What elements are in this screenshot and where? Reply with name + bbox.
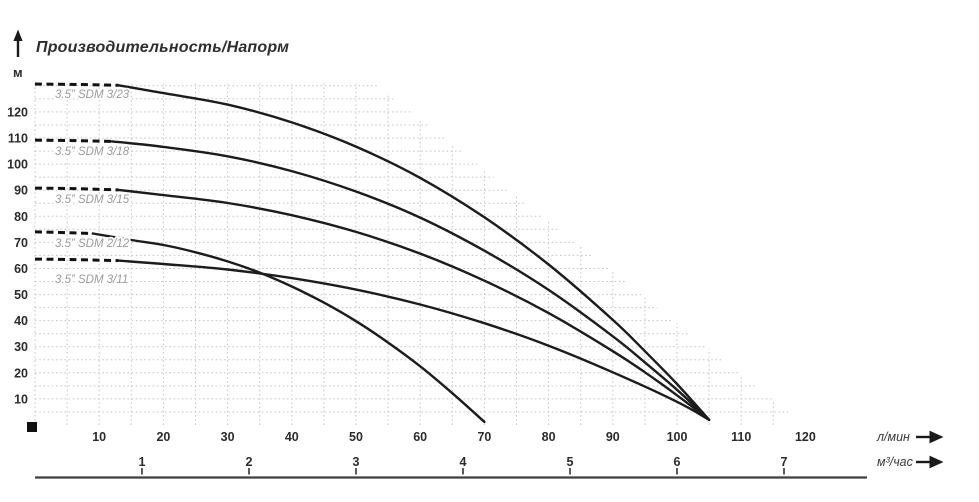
x-axis-m3h-arrow — [916, 455, 944, 469]
x-axis-lmin-ticks: 10 20 30 40 50 60 70 80 90 100 110 120 — [92, 430, 816, 444]
x-tick-label: 60 — [413, 430, 427, 444]
curve-label: 3.5” SDM 3/23 — [55, 89, 130, 101]
x2-tick-label: 1 — [139, 455, 146, 469]
x-tick-label: 30 — [221, 430, 235, 444]
y-tick-label: 90 — [14, 184, 28, 198]
y-tick-label: 100 — [7, 158, 28, 172]
x-tick-label: 70 — [477, 430, 491, 444]
x2-tick-label: 7 — [781, 455, 788, 469]
x-tick-label: 20 — [156, 430, 170, 444]
y-axis-ticks: 10 20 30 40 50 60 70 80 90 100 110 120 — [7, 105, 28, 406]
x-axis-lmin-label: л/мин — [876, 430, 910, 444]
curve-label: 3.5” SDM 3/11 — [55, 274, 128, 286]
x2-tick-label: 5 — [567, 455, 574, 469]
x2-tick-label: 2 — [246, 455, 253, 469]
x-tick-label: 90 — [606, 430, 620, 444]
pump-curve — [91, 232, 486, 424]
y-tick-label: 70 — [14, 236, 28, 250]
curve-dashed-start — [34, 138, 113, 143]
pump-curve — [117, 259, 711, 421]
curve-label: 3.5” SDM 3/15 — [55, 194, 130, 206]
curve-dashed-start — [34, 230, 93, 235]
y-tick-label: 20 — [14, 366, 28, 380]
up-arrow-icon — [13, 29, 23, 41]
right-arrow-icon — [929, 430, 944, 444]
x-axis-lmin-arrow — [916, 430, 944, 444]
y-tick-label: 30 — [14, 340, 28, 354]
x-tick-label: 110 — [731, 430, 751, 444]
pump-curve — [117, 84, 711, 421]
y-tick-label: 60 — [14, 262, 28, 276]
y-tick-label: 110 — [8, 132, 28, 146]
grid — [34, 83, 789, 425]
x-tick-label: 50 — [349, 430, 363, 444]
curve-dashed-start — [34, 257, 119, 263]
x2-tick-label: 6 — [674, 455, 681, 469]
y-tick-label: 80 — [14, 210, 28, 224]
right-arrow-icon — [929, 455, 944, 469]
x-axis-m3h-label: м³/час — [877, 455, 914, 469]
x-tick-label: 80 — [542, 430, 556, 444]
y-tick-label: 50 — [14, 288, 28, 302]
x-tick-label: 120 — [795, 430, 816, 444]
chart-title: Производительность/Напорм — [36, 39, 289, 56]
x-tick-label: 10 — [92, 430, 106, 444]
x2-tick-label: 3 — [353, 455, 360, 469]
origin-marker — [27, 422, 37, 432]
curve-labels: 3.5” SDM 3/23 3.5” SDM 3/18 3.5” SDM 3/15 3… — [53, 87, 131, 288]
curve-label: 3.5” SDM 2/12 — [55, 238, 130, 250]
curve-label: 3.5” SDM 3/18 — [55, 146, 130, 158]
x-tick-label: 100 — [667, 430, 688, 444]
y-tick-label: 40 — [14, 314, 28, 328]
x-tick-label: 40 — [285, 430, 299, 444]
curve-dashed-start — [34, 82, 119, 87]
y-tick-label: 120 — [7, 105, 28, 119]
y-axis-arrow — [13, 29, 23, 57]
pump-curve — [117, 188, 711, 421]
y-tick-label: 10 — [14, 392, 28, 406]
pump-curves — [34, 82, 711, 424]
x-axis-m3h-ticks: 1 2 3 4 5 6 7 — [139, 455, 788, 475]
pump-curve — [110, 140, 711, 421]
curve-dashed-start — [34, 186, 119, 192]
y-axis-unit-label: м — [13, 65, 23, 80]
x2-tick-label: 4 — [460, 455, 467, 469]
